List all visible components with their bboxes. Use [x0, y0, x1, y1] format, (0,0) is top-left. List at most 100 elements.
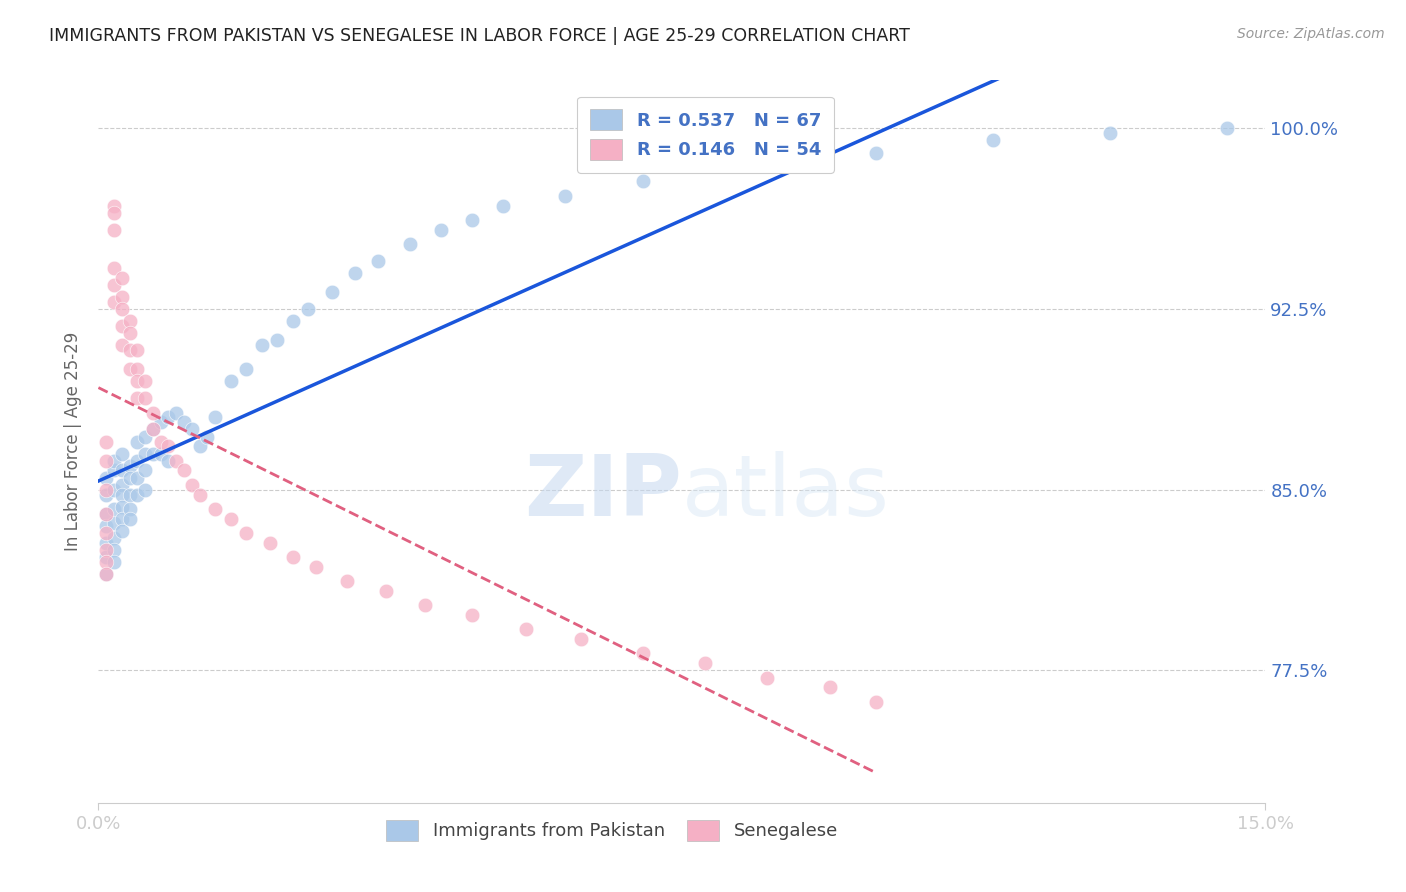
- Point: [103, 454, 125, 468]
- Point: [631, 174, 654, 188]
- Point: [96, 487, 118, 501]
- Point: [111, 270, 134, 285]
- Point: [180, 478, 202, 492]
- Point: [188, 487, 211, 501]
- Point: [103, 205, 125, 219]
- Point: [118, 343, 141, 357]
- Point: [398, 237, 420, 252]
- Point: [96, 535, 118, 549]
- Point: [134, 447, 156, 461]
- Point: [103, 502, 125, 516]
- Point: [103, 531, 125, 545]
- Point: [515, 623, 537, 637]
- Point: [281, 550, 304, 565]
- Point: [219, 511, 242, 525]
- Point: [149, 434, 172, 449]
- Point: [127, 343, 149, 357]
- Point: [103, 222, 125, 236]
- Point: [165, 454, 187, 468]
- Point: [118, 458, 141, 473]
- Point: [429, 222, 451, 236]
- Point: [219, 375, 242, 389]
- Point: [103, 516, 125, 531]
- Point: [165, 406, 187, 420]
- Point: [235, 526, 257, 541]
- Point: [127, 487, 149, 501]
- Point: [96, 543, 118, 558]
- Point: [96, 555, 118, 569]
- Point: [748, 158, 770, 172]
- Point: [367, 254, 389, 268]
- Point: [111, 478, 134, 492]
- Point: [118, 511, 141, 525]
- Point: [413, 599, 436, 613]
- Text: atlas: atlas: [682, 450, 890, 533]
- Point: [96, 434, 118, 449]
- Text: Source: ZipAtlas.com: Source: ZipAtlas.com: [1237, 27, 1385, 41]
- Point: [127, 434, 149, 449]
- Point: [103, 483, 125, 497]
- Point: [297, 302, 319, 317]
- Point: [118, 502, 141, 516]
- Point: [180, 423, 202, 437]
- Point: [96, 550, 118, 565]
- Point: [142, 423, 165, 437]
- Point: [142, 447, 165, 461]
- Y-axis label: In Labor Force | Age 25-29: In Labor Force | Age 25-29: [63, 332, 82, 551]
- Point: [157, 439, 180, 453]
- Point: [111, 463, 134, 477]
- Point: [103, 543, 125, 558]
- Point: [134, 375, 156, 389]
- Point: [157, 454, 180, 468]
- Point: [195, 430, 218, 444]
- Point: [250, 338, 273, 352]
- Point: [631, 647, 654, 661]
- Point: [118, 487, 141, 501]
- Point: [111, 338, 134, 352]
- Point: [111, 318, 134, 333]
- Point: [134, 430, 156, 444]
- Point: [281, 314, 304, 328]
- Point: [118, 326, 141, 341]
- Point: [103, 277, 125, 292]
- Legend: Immigrants from Pakistan, Senegalese: Immigrants from Pakistan, Senegalese: [378, 813, 845, 848]
- Point: [756, 671, 779, 685]
- Point: [111, 290, 134, 304]
- Point: [305, 559, 328, 574]
- Point: [127, 375, 149, 389]
- Point: [134, 483, 156, 497]
- Point: [96, 567, 118, 582]
- Point: [103, 555, 125, 569]
- Point: [1098, 126, 1121, 140]
- Point: [111, 487, 134, 501]
- Point: [127, 391, 149, 405]
- Point: [103, 463, 125, 477]
- Point: [111, 511, 134, 525]
- Point: [96, 519, 118, 533]
- Point: [118, 362, 141, 376]
- Point: [96, 470, 118, 484]
- Point: [344, 266, 367, 280]
- Point: [204, 410, 226, 425]
- Point: [149, 415, 172, 429]
- Point: [127, 454, 149, 468]
- Point: [96, 454, 118, 468]
- Point: [142, 423, 165, 437]
- Point: [111, 500, 134, 514]
- Point: [818, 680, 841, 694]
- Point: [118, 470, 141, 484]
- Text: ZIP: ZIP: [524, 450, 682, 533]
- Point: [461, 607, 484, 622]
- Point: [336, 574, 359, 589]
- Point: [235, 362, 257, 376]
- Point: [127, 470, 149, 484]
- Point: [554, 189, 576, 203]
- Point: [173, 415, 195, 429]
- Text: IMMIGRANTS FROM PAKISTAN VS SENEGALESE IN LABOR FORCE | AGE 25-29 CORRELATION CH: IMMIGRANTS FROM PAKISTAN VS SENEGALESE I…: [49, 27, 910, 45]
- Point: [111, 524, 134, 538]
- Point: [188, 439, 211, 453]
- Point: [134, 463, 156, 477]
- Point: [96, 507, 118, 521]
- Point: [127, 362, 149, 376]
- Point: [865, 695, 887, 709]
